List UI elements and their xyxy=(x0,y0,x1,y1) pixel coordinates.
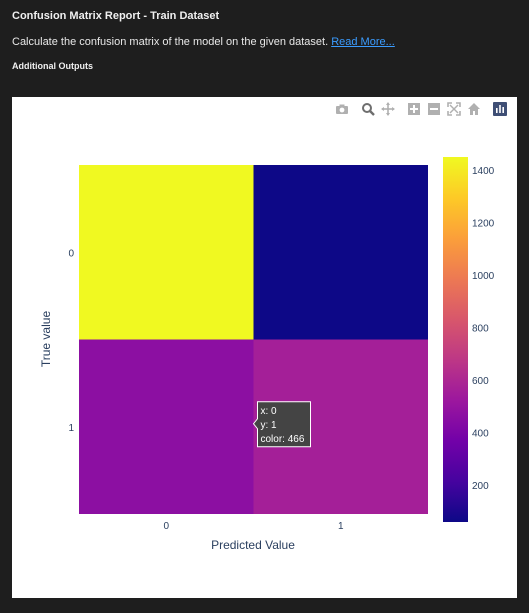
report-description: Calculate the confusion matrix of the mo… xyxy=(12,36,395,48)
additional-outputs-heading: Additional Outputs xyxy=(12,61,93,71)
y-tick-label: 1 xyxy=(68,423,74,434)
heatmap-cell-1-0[interactable] xyxy=(79,339,254,515)
zoom-in-icon[interactable] xyxy=(405,100,423,118)
camera-icon[interactable] xyxy=(333,100,351,118)
reset-axes-icon[interactable] xyxy=(465,100,483,118)
colorbar-tick-label: 400 xyxy=(472,429,489,440)
description-text: Calculate the confusion matrix of the mo… xyxy=(12,36,329,48)
read-more-link[interactable]: Read More... xyxy=(331,36,395,48)
colorbar-tick-label: 600 xyxy=(472,376,489,387)
colorbar-tick-label: 1000 xyxy=(472,271,495,282)
y-tick-label: 0 xyxy=(68,248,74,259)
colorbar-tick-label: 800 xyxy=(472,324,489,335)
heatmap-cell-0-0[interactable] xyxy=(79,165,254,340)
confusion-matrix-heatmap[interactable]: 0 1 0 1 Predicted Value True value 200 400 60… xyxy=(12,97,517,598)
pan-icon[interactable] xyxy=(379,100,397,118)
hover-tooltip-line: y: 1 xyxy=(261,420,278,431)
hover-tooltip: x: 0 y: 1 color: 466 xyxy=(252,401,311,448)
report-title: Confusion Matrix Report - Train Dataset xyxy=(12,10,220,22)
hover-tooltip-line: color: 466 xyxy=(261,434,305,445)
plot-modebar xyxy=(333,100,509,118)
y-axis-label: True value xyxy=(39,311,53,368)
plot-panel[interactable]: 0 1 0 1 Predicted Value True value 200 400 60… xyxy=(12,97,517,598)
x-tick-label: 0 xyxy=(163,521,169,532)
hover-tooltip-box xyxy=(252,401,311,448)
colorbar-tick-label: 1200 xyxy=(472,219,495,230)
zoom-icon[interactable] xyxy=(359,100,377,118)
plotly-logo-icon[interactable] xyxy=(491,100,509,118)
autoscale-icon[interactable] xyxy=(445,100,463,118)
zoom-out-icon[interactable] xyxy=(425,100,443,118)
x-tick-label: 1 xyxy=(338,521,344,532)
hover-tooltip-line: x: 0 xyxy=(261,406,278,417)
heatmap-cell-0-1[interactable] xyxy=(253,165,429,340)
x-axis-label: Predicted Value xyxy=(211,538,295,552)
colorbar xyxy=(443,157,468,522)
colorbar-tick-label: 200 xyxy=(472,481,489,492)
colorbar-tick-label: 1400 xyxy=(472,166,495,177)
